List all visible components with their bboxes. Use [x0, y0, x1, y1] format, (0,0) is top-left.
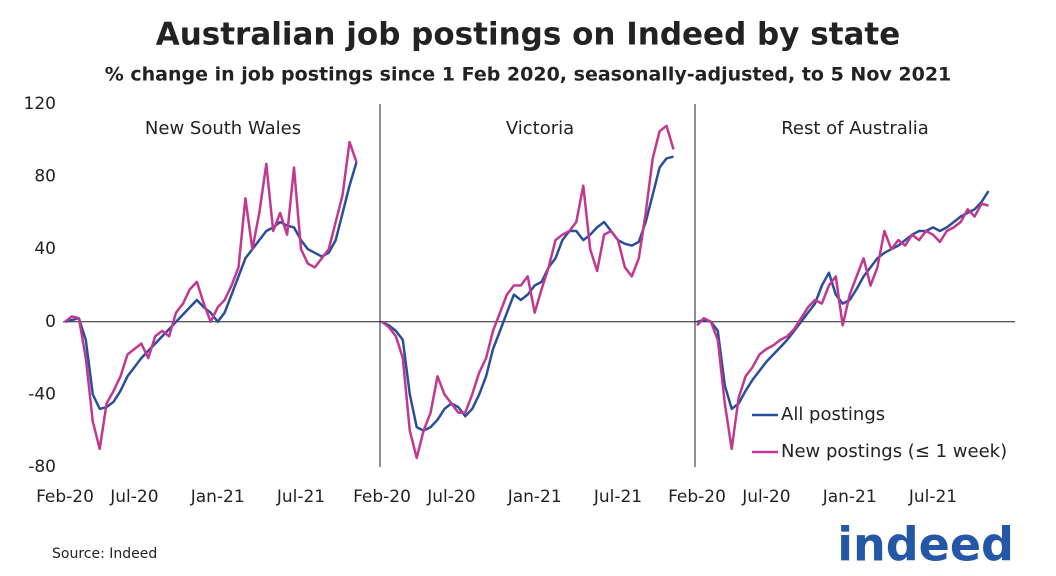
x-tick-label: Jul-21	[276, 487, 325, 507]
series-line	[381, 155, 674, 432]
x-tick-label: Feb-20	[668, 487, 726, 507]
y-tick-label: 80	[34, 167, 56, 187]
series-line	[381, 124, 675, 460]
x-tick-label: Feb-20	[36, 487, 94, 507]
series-line	[696, 190, 990, 411]
legend-label: All postings	[781, 404, 885, 425]
x-tick-label: Jul-21	[593, 487, 642, 507]
y-tick-label: 120	[24, 94, 56, 114]
x-tick-label: Jul-21	[908, 487, 957, 507]
x-tick-label: Jul-20	[426, 487, 475, 507]
series-line	[64, 140, 358, 451]
panel-title: Victoria	[506, 118, 574, 139]
x-tick-label: Jul-20	[109, 487, 158, 507]
x-tick-label: Jan-21	[190, 487, 245, 507]
series-line	[64, 161, 358, 411]
y-tick-label: -40	[28, 384, 56, 404]
x-tick-label: Jan-21	[507, 487, 562, 507]
y-tick-label: -80	[28, 457, 56, 477]
y-tick-label: 40	[34, 239, 56, 259]
panel-title: New South Wales	[145, 118, 301, 139]
source: Source: Indeed	[52, 546, 157, 562]
panel-title: Rest of Australia	[781, 118, 929, 139]
x-tick-label: Jul-20	[741, 487, 790, 507]
x-tick-label: Feb-20	[353, 487, 411, 507]
legend-label: New postings (≤ 1 week)	[781, 441, 1007, 462]
x-tick-label: Jan-21	[822, 487, 877, 507]
logo: indeed	[837, 518, 1014, 572]
chart-title: Australian job postings on Indeed by sta…	[156, 17, 901, 53]
series-line	[696, 202, 989, 451]
y-tick-label: 0	[45, 312, 56, 332]
chart-subtitle: % change in job postings since 1 Feb 202…	[105, 64, 952, 86]
